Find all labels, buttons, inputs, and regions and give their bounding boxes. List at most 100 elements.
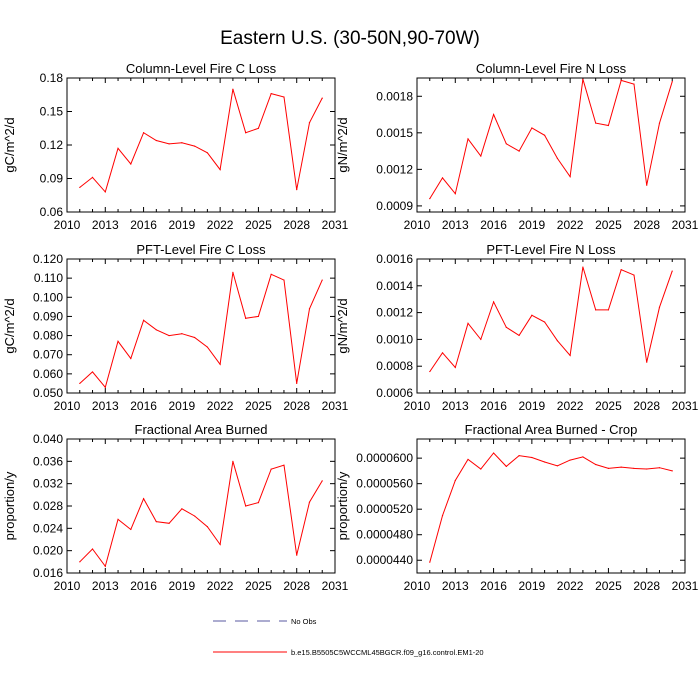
data-point bbox=[429, 370, 431, 373]
y-tick-label: 0.0000520 bbox=[356, 502, 413, 516]
y-tick-label: 0.0016 bbox=[376, 252, 413, 266]
plot-frame bbox=[66, 258, 336, 394]
y-tick-label: 0.0000560 bbox=[356, 477, 413, 491]
y-tick-label: 0.0008 bbox=[376, 359, 413, 373]
plot-frame bbox=[416, 77, 686, 213]
x-tick-label: 2025 bbox=[595, 579, 622, 593]
y-tick-label: 0.100 bbox=[33, 290, 63, 304]
panels-group: Column-Level Fire C Loss gC/m^2/d 2010 2013… bbox=[2, 61, 699, 593]
plot-frame bbox=[66, 438, 336, 574]
panel-title: Fractional Area Burned - Crop bbox=[465, 422, 638, 437]
data-point bbox=[206, 152, 208, 154]
x-tick-label: 2016 bbox=[130, 579, 157, 593]
data-point bbox=[454, 193, 456, 195]
data-point bbox=[518, 334, 520, 336]
x-tick-label: 2019 bbox=[519, 218, 546, 232]
y-tick-label: 0.040 bbox=[33, 432, 63, 446]
data-point bbox=[658, 467, 661, 469]
x-tick-label: 2010 bbox=[404, 579, 431, 593]
data-point bbox=[283, 279, 285, 281]
data-point bbox=[505, 465, 507, 468]
data-point bbox=[633, 467, 635, 469]
data-point bbox=[155, 329, 157, 331]
x-tick-label: 2016 bbox=[130, 218, 157, 232]
x-tick-label: 2022 bbox=[557, 399, 584, 413]
data-point bbox=[531, 127, 533, 129]
data-point bbox=[194, 336, 196, 339]
y-tick-label: 0.070 bbox=[33, 348, 63, 362]
x-tick-label: 2013 bbox=[442, 218, 469, 232]
data-point bbox=[232, 88, 234, 90]
y-tick-label: 0.0018 bbox=[376, 89, 413, 103]
x-tick-label: 2022 bbox=[557, 579, 584, 593]
y-tick-label: 0.024 bbox=[33, 521, 63, 535]
data-point bbox=[168, 522, 170, 524]
series-line-1 bbox=[429, 79, 673, 199]
data-point bbox=[245, 505, 247, 507]
data-point bbox=[257, 315, 260, 318]
data-point bbox=[104, 191, 106, 193]
x-tick-label: 2031 bbox=[322, 218, 349, 232]
y-tick-label: 0.15 bbox=[40, 105, 64, 119]
data-point bbox=[531, 456, 533, 459]
data-point bbox=[582, 456, 584, 458]
data-point bbox=[117, 340, 119, 342]
plot-frame bbox=[416, 438, 686, 574]
panel-title: Column-Level Fire N Loss bbox=[476, 61, 627, 76]
data-point bbox=[308, 122, 311, 124]
x-tick-label: 2025 bbox=[595, 218, 622, 232]
data-point bbox=[544, 321, 546, 323]
data-point bbox=[219, 543, 221, 546]
x-tick-label: 2019 bbox=[519, 579, 546, 593]
data-point bbox=[194, 515, 196, 517]
data-point bbox=[582, 78, 584, 80]
x-tick-label: 2013 bbox=[92, 399, 119, 413]
data-point bbox=[104, 386, 106, 388]
x-tick-label: 2013 bbox=[442, 399, 469, 413]
x-tick-label: 2010 bbox=[54, 399, 81, 413]
data-point bbox=[582, 266, 584, 268]
x-tick-label: 2010 bbox=[54, 218, 81, 232]
data-point bbox=[441, 177, 444, 179]
data-point bbox=[142, 319, 145, 321]
data-point bbox=[79, 186, 81, 189]
series-line-1 bbox=[79, 461, 323, 568]
data-point bbox=[245, 132, 247, 134]
legend-no-obs-label: No Obs bbox=[291, 617, 317, 626]
data-point bbox=[181, 508, 183, 510]
data-point bbox=[556, 465, 558, 467]
data-point bbox=[270, 93, 272, 95]
data-point bbox=[505, 143, 507, 145]
y-tick-label: 0.0009 bbox=[376, 199, 413, 213]
x-tick-label: 2022 bbox=[207, 579, 234, 593]
data-point bbox=[117, 518, 119, 521]
y-tick-label: 0.028 bbox=[33, 499, 63, 513]
x-tick-label: 2025 bbox=[245, 579, 272, 593]
data-point bbox=[607, 124, 610, 127]
data-point bbox=[658, 122, 661, 124]
data-point bbox=[245, 317, 247, 319]
data-point bbox=[671, 470, 673, 472]
x-tick-label: 2031 bbox=[672, 399, 699, 413]
series-line-1 bbox=[79, 89, 323, 193]
y-axis-label: proportion/y bbox=[2, 471, 17, 540]
x-tick-label: 2025 bbox=[245, 399, 272, 413]
x-tick-label: 2010 bbox=[404, 218, 431, 232]
data-point bbox=[492, 452, 495, 454]
x-tick-label: 2010 bbox=[54, 579, 81, 593]
data-point bbox=[321, 97, 323, 99]
data-point bbox=[321, 279, 323, 281]
chart-panel-2: Column-Level Fire N Loss gN/m^2/d 2010 2013… bbox=[335, 61, 699, 232]
data-point bbox=[283, 96, 285, 98]
chart-panel-5: Fractional Area Burned proportion/y 2010 20… bbox=[2, 422, 349, 593]
data-point bbox=[544, 134, 546, 136]
data-point bbox=[168, 334, 170, 337]
series-line-1 bbox=[429, 452, 673, 563]
data-point bbox=[79, 561, 81, 563]
data-point bbox=[671, 270, 673, 272]
data-point bbox=[181, 333, 183, 335]
data-point bbox=[518, 454, 520, 457]
y-tick-label: 0.120 bbox=[33, 252, 63, 266]
y-tick-label: 0.18 bbox=[40, 71, 64, 85]
data-point bbox=[283, 464, 285, 466]
